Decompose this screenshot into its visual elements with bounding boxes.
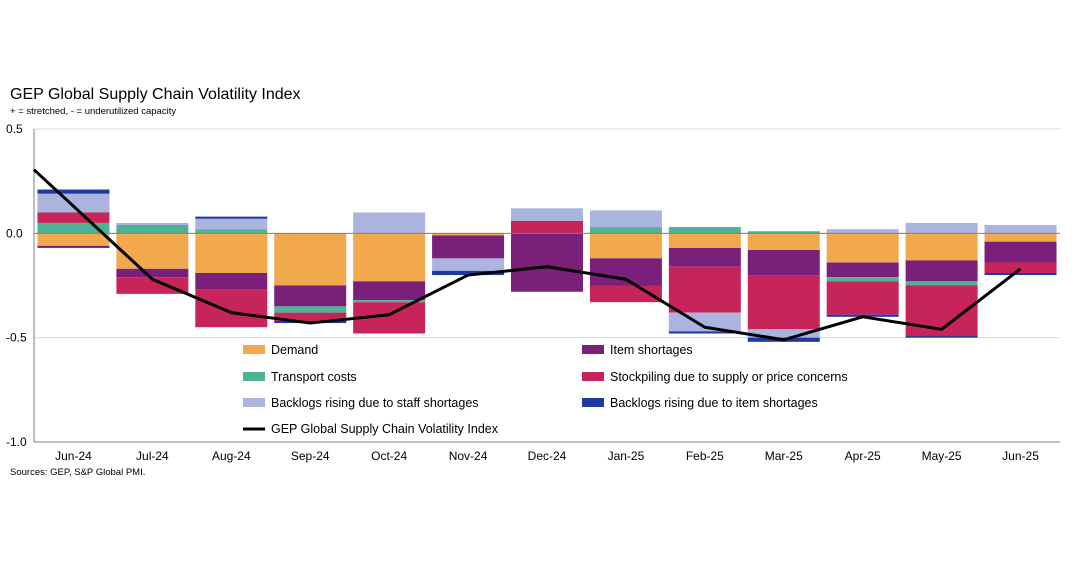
bar-segment xyxy=(747,233,820,251)
bar-segment xyxy=(37,222,110,234)
legend-swatch xyxy=(243,398,265,407)
x-tick-label: Jun-24 xyxy=(55,449,92,463)
bar-segment xyxy=(905,281,978,286)
legend-swatch xyxy=(582,398,604,407)
bar-segment xyxy=(432,270,505,276)
x-tick-label: May-25 xyxy=(922,449,962,463)
legend-label: GEP Global Supply Chain Volatility Index xyxy=(271,422,499,436)
x-tick-label: Jun-25 xyxy=(1002,449,1039,463)
bar-segment xyxy=(826,277,899,282)
bar-segment xyxy=(984,233,1057,242)
bar-segment xyxy=(747,329,820,338)
bar-segment xyxy=(826,262,899,278)
bar-segment xyxy=(116,277,189,294)
bar-segment xyxy=(668,266,741,313)
x-tick-label: Dec-24 xyxy=(528,449,567,463)
bar-segment xyxy=(511,220,583,234)
bar-segment xyxy=(353,233,426,282)
x-tick-label: Aug-24 xyxy=(212,449,251,463)
bar-segment xyxy=(984,241,1057,263)
x-tick-label: Jul-24 xyxy=(136,449,169,463)
chart-source: Sources: GEP, S&P Global PMI. xyxy=(10,467,146,478)
bar-segment xyxy=(274,285,347,307)
bar-segment xyxy=(195,233,268,273)
y-tick-label: -1.0 xyxy=(6,435,27,449)
bar-segment xyxy=(984,272,1057,276)
bar-segment xyxy=(589,227,662,234)
bar-segment xyxy=(432,258,505,271)
legend-label: Transport costs xyxy=(271,370,357,384)
legend-label: Stockpiling due to supply or price conce… xyxy=(610,370,848,384)
x-tick-label: Jan-25 xyxy=(608,449,645,463)
index-line xyxy=(32,168,1022,342)
bar-segment xyxy=(905,222,978,234)
bar-segment xyxy=(984,224,1057,234)
y-tick-label: 0.5 xyxy=(6,122,23,136)
legend-label: Backlogs rising due to item shortages xyxy=(610,396,818,410)
bar-segment xyxy=(747,275,820,330)
legend-label: Item shortages xyxy=(610,343,693,357)
chart-title: GEP Global Supply Chain Volatility Index xyxy=(10,86,301,103)
x-tick-label: Oct-24 xyxy=(371,449,407,463)
bar-segment xyxy=(274,306,347,313)
bar-segment xyxy=(589,233,662,259)
x-tick-label: Apr-25 xyxy=(845,449,881,463)
bar-segment xyxy=(747,231,820,234)
legend-swatch xyxy=(582,372,604,381)
bar-segment xyxy=(116,268,189,278)
bar-segment xyxy=(668,331,741,334)
legend-swatch xyxy=(243,372,265,381)
legend-swatch xyxy=(243,345,265,354)
bar-segment xyxy=(589,258,662,286)
x-tick-label: Sep-24 xyxy=(291,449,330,463)
bar-segment xyxy=(37,193,110,213)
bar-segment xyxy=(195,272,268,290)
bar-segment xyxy=(195,216,268,219)
x-tick-label: Feb-25 xyxy=(686,449,724,463)
x-tick-label: Nov-24 xyxy=(449,449,488,463)
x-tick-label: Mar-25 xyxy=(765,449,803,463)
bar-segment xyxy=(274,233,347,286)
bar-segment xyxy=(668,247,741,267)
bar-segment xyxy=(432,235,505,259)
bar-segment xyxy=(353,300,426,303)
bar-segment xyxy=(668,227,741,234)
bar-segment xyxy=(353,281,426,301)
bar-segment xyxy=(37,189,110,194)
bar-segment xyxy=(511,233,583,292)
y-tick-label: 0.0 xyxy=(6,226,23,240)
bar-segment xyxy=(826,281,899,315)
bar-segment xyxy=(37,245,110,248)
bar-segment xyxy=(37,233,110,246)
bar-segment xyxy=(511,208,583,221)
bar-segment xyxy=(984,262,1057,273)
bar-segment xyxy=(195,218,268,230)
bar-segment xyxy=(116,224,189,234)
bar-segment xyxy=(668,233,741,248)
chart-subtitle: + = stretched, - = underutilized capacit… xyxy=(10,106,177,117)
bar-segment xyxy=(747,250,820,276)
bar-segment xyxy=(116,233,189,269)
bar-segment xyxy=(826,233,899,263)
bar-segment xyxy=(826,229,899,234)
bar-segment xyxy=(274,312,347,321)
legend-swatch xyxy=(582,345,604,354)
bar-segment xyxy=(905,335,978,338)
legend-label: Backlogs rising due to staff shortages xyxy=(271,396,479,410)
bar-segment xyxy=(589,210,662,228)
bar-segment xyxy=(116,222,189,225)
bar-segment xyxy=(905,233,978,261)
bar-segment xyxy=(353,212,426,234)
y-tick-label: -0.5 xyxy=(6,331,27,345)
bar-segment xyxy=(905,260,978,282)
bar-segment xyxy=(195,289,268,328)
bar-segment xyxy=(432,233,505,236)
legend-label: Demand xyxy=(271,343,318,357)
bar-segment xyxy=(195,229,268,234)
bar-segment xyxy=(37,212,110,223)
